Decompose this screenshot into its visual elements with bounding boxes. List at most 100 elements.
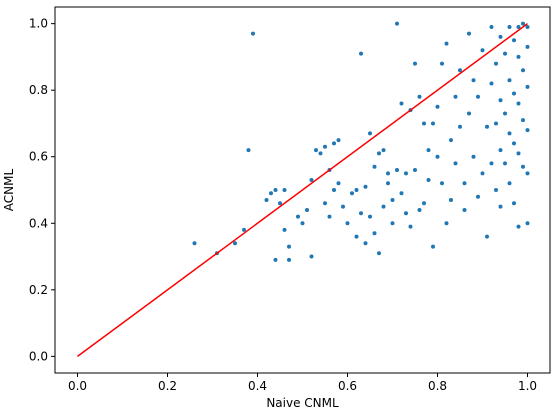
data-point xyxy=(314,148,318,153)
data-point xyxy=(489,161,494,166)
data-point xyxy=(435,154,440,159)
data-point xyxy=(390,221,395,226)
data-point xyxy=(435,104,440,109)
data-point xyxy=(449,198,453,202)
data-point xyxy=(242,227,246,232)
data-point xyxy=(525,84,530,89)
data-point xyxy=(458,124,462,129)
data-point xyxy=(458,68,462,73)
data-point xyxy=(341,204,345,209)
data-point xyxy=(440,61,444,66)
data-point xyxy=(512,91,516,96)
y-tick-label: 0.4 xyxy=(29,216,48,230)
data-point xyxy=(251,31,255,36)
data-point xyxy=(521,164,525,169)
data-point xyxy=(273,188,278,192)
data-point xyxy=(359,211,363,216)
data-point xyxy=(449,138,453,143)
data-point xyxy=(273,257,278,262)
data-point xyxy=(476,194,480,199)
data-point xyxy=(525,44,530,49)
data-point xyxy=(390,198,395,202)
points-layer xyxy=(192,21,530,262)
data-point xyxy=(498,148,503,153)
data-point xyxy=(287,257,291,262)
x-tick-label: 0.6 xyxy=(338,379,357,393)
y-tick-label: 0.0 xyxy=(29,349,48,363)
data-point xyxy=(408,224,413,229)
data-point xyxy=(192,241,197,246)
data-point xyxy=(480,171,485,176)
data-point xyxy=(323,144,327,149)
data-point xyxy=(525,221,530,226)
data-point xyxy=(354,188,359,192)
data-point xyxy=(453,94,458,99)
y-axis-label: ACNML xyxy=(2,168,16,211)
data-point xyxy=(309,178,314,182)
data-point xyxy=(278,201,282,206)
data-point xyxy=(507,131,512,136)
data-point xyxy=(485,234,489,239)
data-point xyxy=(287,244,291,249)
data-point xyxy=(422,201,426,206)
data-point xyxy=(503,111,507,116)
data-point xyxy=(332,188,336,192)
data-point xyxy=(336,138,341,143)
data-point xyxy=(507,78,512,83)
data-point xyxy=(327,214,332,219)
y-tick-label: 0.6 xyxy=(29,150,48,164)
data-point xyxy=(282,188,287,192)
data-point xyxy=(431,121,435,126)
data-point xyxy=(516,101,521,106)
data-point xyxy=(507,181,512,186)
data-point xyxy=(323,201,327,206)
x-axis: 0.0 0.2 0.4 0.6 0.8 1.0 xyxy=(68,373,537,393)
data-point xyxy=(404,171,408,176)
data-point xyxy=(413,168,417,172)
x-tick-label: 0.2 xyxy=(158,379,177,393)
data-point xyxy=(494,188,498,192)
data-point xyxy=(476,94,480,99)
data-point xyxy=(386,181,390,186)
data-point xyxy=(233,241,237,246)
data-point xyxy=(264,198,269,202)
data-point xyxy=(503,161,507,166)
data-point xyxy=(521,68,525,73)
data-point xyxy=(521,21,525,26)
data-point xyxy=(516,224,521,229)
data-point xyxy=(413,61,417,66)
data-point xyxy=(282,227,287,232)
data-point xyxy=(372,164,377,169)
y-tick-label: 0.2 xyxy=(29,283,48,297)
data-point xyxy=(516,54,521,59)
data-point xyxy=(444,221,449,226)
x-tick-label: 0.8 xyxy=(428,379,447,393)
data-point xyxy=(345,221,350,226)
data-point xyxy=(471,78,476,83)
data-point xyxy=(485,124,489,129)
data-point xyxy=(426,148,431,153)
data-point xyxy=(516,151,521,156)
data-point xyxy=(503,51,507,56)
data-point xyxy=(516,25,521,29)
data-point xyxy=(489,81,494,86)
data-point xyxy=(305,208,309,212)
data-point xyxy=(512,38,516,43)
data-point xyxy=(404,211,408,216)
data-point xyxy=(318,151,323,156)
data-point xyxy=(368,214,372,219)
data-point xyxy=(296,214,300,219)
data-point xyxy=(417,94,422,99)
data-point xyxy=(269,191,273,196)
data-point xyxy=(489,25,494,29)
data-point xyxy=(431,244,435,249)
data-point xyxy=(377,251,381,256)
data-point xyxy=(494,61,498,66)
data-point xyxy=(462,208,467,212)
data-point xyxy=(399,101,404,106)
data-point xyxy=(246,148,251,153)
data-point xyxy=(498,98,503,103)
data-point xyxy=(467,111,471,116)
data-point xyxy=(363,184,368,189)
